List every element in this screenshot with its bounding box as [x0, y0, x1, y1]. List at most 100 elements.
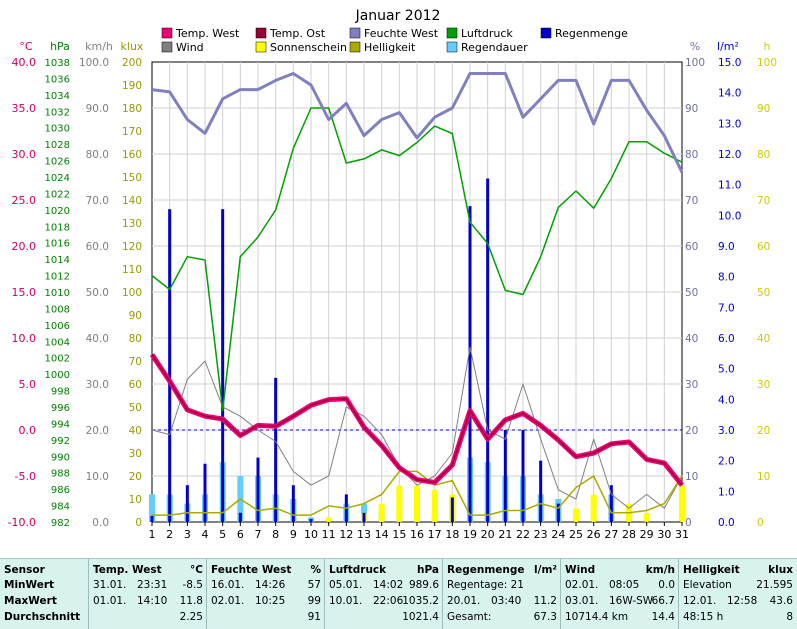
y-tick-label-pct: 0 [685, 517, 692, 529]
y-tick-label-temp: 20.0 [12, 240, 37, 253]
y-tick-label-hpa: 982 [51, 518, 70, 529]
legend-label: Helligkeit [364, 41, 416, 54]
legend-swatch [446, 41, 458, 53]
y-tick-label-hpa: 1026 [45, 157, 70, 168]
bar-regenmenge [221, 209, 225, 522]
y-tick-label-pct: 50 [685, 287, 698, 299]
x-tick-label: 5 [219, 528, 226, 541]
y-tick-label-hpa: 1004 [45, 337, 70, 348]
stats-col-feuchte-west: Feuchte West% 16.01. 14:26 57 02.01. 10:25 99 9… [206, 559, 325, 629]
y-tick-label-klux: 150 [122, 172, 142, 184]
y-tick-label-klux: 80 [129, 333, 142, 345]
y-tick-label-hpa: 1036 [45, 74, 70, 85]
legend-label: Feuchte West [364, 27, 439, 40]
stats-row: 02.01. 10:25 99 [211, 594, 321, 609]
axis-unit-kmh: km/h [85, 40, 113, 53]
y-tick-label-kmh: 40.0 [86, 333, 109, 345]
legend-swatch [446, 27, 458, 39]
y-tick-label-hpa: 1022 [45, 189, 70, 200]
bar-regenmenge [362, 512, 366, 522]
stats-value: 91 [307, 611, 321, 623]
y-tick-label-klux: 70 [129, 356, 142, 368]
legend-swatch [349, 41, 361, 53]
y-tick-label-klux: 100 [122, 287, 142, 299]
x-tick-label: 3 [184, 528, 191, 541]
y-tick-label-klux: 140 [122, 195, 142, 207]
bar-regenmenge [203, 463, 207, 522]
y-tick-label-klux: 60 [129, 379, 142, 391]
legend-label: Luftdruck [461, 27, 513, 40]
stats-row: Elevation 21.595 [683, 578, 793, 593]
legend-label: Temp. West [175, 27, 240, 40]
legend-label: Temp. Ost [269, 27, 326, 40]
stats-label-min: MinWert [4, 579, 55, 591]
statistics-table: Sensor MinWert MaxWert Durchschnitt Temp… [0, 558, 797, 629]
stats-row: 05.01. 14:02 989.6 [329, 578, 439, 593]
axis-unit-temp: °C [19, 40, 33, 53]
stats-row: Regentage: 21 [447, 578, 557, 593]
stats-value: 1021.4 [402, 611, 439, 623]
weather-chart: 1 2 3 4 5 6 7 8 9 10 11 12 13 14 15 16 17 18 19 20 21 22 23 24 2… [8, 8, 778, 541]
stats-date: Elevation [683, 579, 732, 591]
y-tick-label-pct: 90 [685, 103, 698, 115]
stats-time: 14:26 [255, 579, 286, 591]
y-tick-label-rain: 2.0 [718, 456, 735, 468]
y-tick-label-hpa: 998 [51, 387, 70, 398]
stats-value: 0.0 [658, 579, 675, 591]
stats-row: 91 [211, 610, 321, 625]
stats-header-label: Temp. West [93, 564, 162, 576]
legend-label: Regendauer [461, 41, 528, 54]
bar-regenmenge [185, 485, 189, 522]
stats-col-wind: Wind km/h 02.01. 08:05 0.0 03.01. 16W-SW 66.7 10… [560, 559, 679, 629]
stats-row: 12.01. 12:58 43.6 [683, 594, 793, 609]
legend-swatch [255, 41, 267, 53]
y-tick-label-klux: 40 [129, 425, 142, 437]
stats-header-label: Feuchte West [211, 564, 292, 576]
bar-sonnenschein [396, 485, 403, 522]
stats-value: 11.2 [533, 595, 557, 607]
y-tick-label-hours: 70 [757, 195, 770, 207]
x-tick-label: 29 [640, 528, 654, 541]
x-tick-label: 18 [445, 528, 459, 541]
x-tick-label: 14 [375, 528, 389, 541]
y-tick-label-rain: 11.0 [718, 180, 741, 192]
y-tick-label-pct: 10 [685, 471, 698, 483]
stats-value: 14.4 [651, 611, 675, 623]
stats-value: 43.6 [769, 595, 793, 607]
bar-regenmenge [256, 457, 260, 522]
y-tick-label-kmh: 10.0 [86, 471, 109, 483]
stats-header-unit: hPa [417, 564, 439, 576]
y-tick-label-hpa: 994 [51, 419, 70, 430]
y-tick-label-kmh: 80.0 [86, 149, 109, 161]
y-tick-label-rain: 9.0 [718, 241, 735, 253]
stats-time: 14:02 [373, 579, 404, 591]
stats-header-unit: klux [768, 564, 793, 576]
y-tick-label-hpa: 1038 [45, 58, 70, 69]
line-helligkeit [152, 470, 683, 516]
bar-sonnenschein [431, 489, 438, 522]
y-tick-label-hpa: 1028 [45, 140, 70, 151]
bar-regenmenge [503, 430, 507, 522]
stats-header: Wind km/h [565, 563, 675, 578]
y-tick-label-hours: 20 [757, 425, 770, 437]
x-tick-label: 4 [202, 528, 209, 541]
stats-time: 12:58 [727, 595, 758, 607]
stats-date: 03.01. [565, 595, 599, 607]
stats-date: 48:15 h [683, 611, 724, 623]
stats-value: 57 [307, 579, 321, 591]
bar-regenmenge [309, 518, 313, 522]
y-tick-label-rain: 13.0 [718, 118, 741, 130]
stats-header-label: Wind [565, 564, 596, 576]
stats-row: 10.01. 22:06 1035.2 [329, 594, 439, 609]
stats-col-helligkeit: Helligkeit klux Elevation 21.595 12.01. 12:58… [678, 559, 797, 629]
y-tick-label-pct: 100 [685, 57, 705, 69]
y-tick-label-hours: 10 [757, 471, 770, 483]
y-tick-label-rain: 10.0 [718, 210, 741, 222]
stats-row: 16.01. 14:26 57 [211, 578, 321, 593]
x-tick-label: 12 [339, 528, 353, 541]
y-tick-label-hours: 40 [757, 333, 770, 345]
y-tick-label-kmh: 60.0 [86, 241, 109, 253]
bar-regenmenge [291, 485, 295, 522]
stats-row: 03.01. 16W-SW 66.7 [565, 594, 675, 609]
y-tick-label-hpa: 1006 [45, 321, 70, 332]
